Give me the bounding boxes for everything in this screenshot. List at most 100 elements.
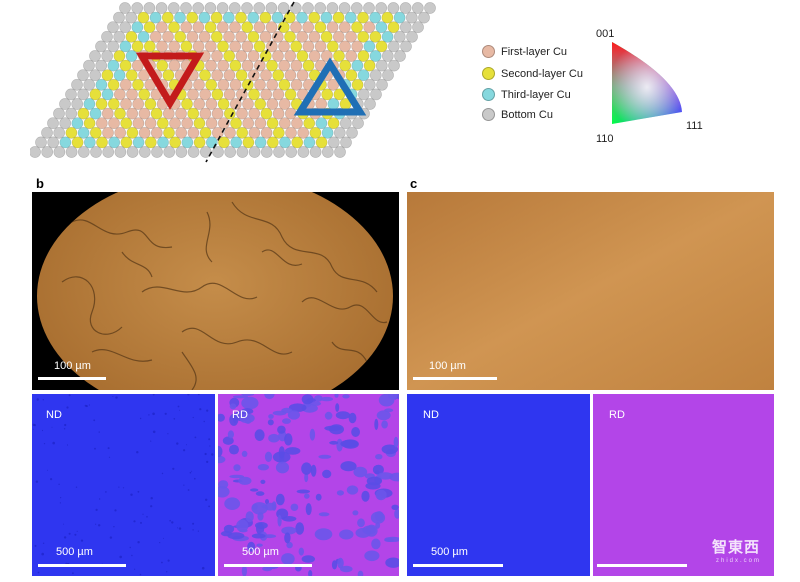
noise-speck — [159, 542, 161, 544]
cu-atom — [265, 21, 278, 34]
grain-blob — [335, 403, 340, 412]
lattice-svg — [29, 1, 436, 163]
cu-atom — [266, 59, 278, 72]
cu-atom — [161, 11, 174, 24]
cu-atom — [119, 2, 131, 14]
cu-atom — [315, 117, 328, 130]
cu-atom — [169, 117, 181, 130]
cu-atom — [107, 21, 119, 34]
noise-speck — [177, 405, 180, 408]
cu-atom — [406, 30, 418, 43]
cu-atom — [222, 11, 235, 24]
cu-atom — [290, 59, 303, 72]
cu-atom — [125, 11, 138, 24]
cu-atom — [211, 88, 224, 101]
noise-speck — [137, 490, 140, 493]
cu-atom — [253, 40, 266, 53]
noise-speck — [139, 417, 142, 420]
cu-atom — [41, 146, 54, 158]
cu-atom — [230, 117, 242, 130]
grain-blob — [318, 512, 330, 517]
cu-atom — [344, 11, 357, 24]
grain-blob — [334, 394, 339, 398]
grain-blob — [261, 505, 268, 509]
cu-atom — [119, 21, 132, 34]
cu-atom — [285, 126, 297, 139]
cu-atom — [83, 136, 96, 149]
cu-atom — [204, 40, 217, 53]
grain-blob — [260, 479, 266, 484]
grain-blob — [342, 394, 350, 399]
map-c-nd-label: ND — [423, 409, 439, 421]
legend-label: Third-layer Cu — [501, 88, 571, 101]
cu-atom — [210, 30, 223, 43]
cu-atom — [279, 136, 291, 149]
noise-speck — [105, 491, 107, 493]
cu-atom — [180, 40, 193, 53]
cu-atom — [211, 50, 223, 62]
first-layer-swatch — [482, 45, 495, 58]
cu-atom — [253, 2, 266, 14]
cu-atom — [345, 50, 358, 62]
grain-blob — [255, 522, 268, 529]
cu-atom — [248, 88, 260, 101]
grain-blob — [241, 565, 247, 576]
grain-blob — [229, 444, 239, 455]
cu-atom — [303, 117, 316, 130]
cu-atom — [229, 98, 242, 110]
map-b-nd-scale-bar — [38, 564, 126, 567]
noise-speck — [63, 428, 66, 430]
grain-blob — [222, 436, 234, 445]
noise-speck — [183, 449, 186, 452]
ebsd-map-c-nd: ND 500 µm — [407, 394, 590, 576]
cu-atom — [399, 2, 412, 14]
noise-speck — [95, 523, 97, 525]
noise-speck — [60, 497, 62, 499]
noise-speck — [75, 486, 78, 488]
grain-blob — [286, 541, 293, 549]
grain-blob — [366, 476, 383, 486]
cu-atom — [235, 30, 248, 43]
noise-speck — [152, 394, 155, 396]
ebsd-map-b-nd: ND 500 µm — [32, 394, 215, 576]
noise-speck — [192, 529, 194, 531]
cu-atom — [260, 126, 273, 139]
cu-atom — [211, 126, 224, 139]
cu-atom — [308, 11, 321, 24]
noise-speck — [112, 396, 114, 397]
cu-atom — [174, 30, 187, 43]
cu-atom — [369, 50, 382, 62]
grain-blob — [301, 394, 314, 405]
cu-atom — [89, 107, 102, 120]
cu-atom — [393, 30, 406, 43]
cu-atom — [132, 98, 145, 110]
grain-blob — [275, 493, 285, 506]
cu-atom — [369, 11, 382, 24]
cu-atom — [332, 30, 345, 43]
legend-item-third-layer: Third-layer Cu — [482, 88, 571, 101]
cu-atom — [278, 59, 291, 72]
cu-atom — [149, 11, 162, 24]
cu-atom — [393, 11, 406, 24]
noise-speck — [163, 537, 164, 539]
cu-atom — [193, 136, 206, 149]
noise-speck — [80, 539, 84, 542]
cu-atom — [235, 50, 248, 62]
cu-atom — [375, 21, 388, 34]
noise-speck — [113, 526, 115, 528]
grain-blob — [393, 436, 399, 448]
grain-blob — [277, 514, 282, 527]
noise-speck — [66, 406, 69, 409]
cu-atom — [174, 11, 186, 24]
cu-atom — [224, 126, 236, 139]
cu-atom — [95, 78, 108, 91]
cu-atom — [175, 146, 188, 158]
noise-speck — [178, 527, 182, 530]
grain-blob — [374, 470, 380, 475]
second-layer-swatch — [482, 67, 495, 80]
cu-atom — [138, 126, 151, 139]
cu-atom — [321, 126, 334, 139]
cu-atom — [119, 59, 132, 72]
cu-atom — [77, 146, 90, 158]
cu-atom — [101, 50, 114, 62]
